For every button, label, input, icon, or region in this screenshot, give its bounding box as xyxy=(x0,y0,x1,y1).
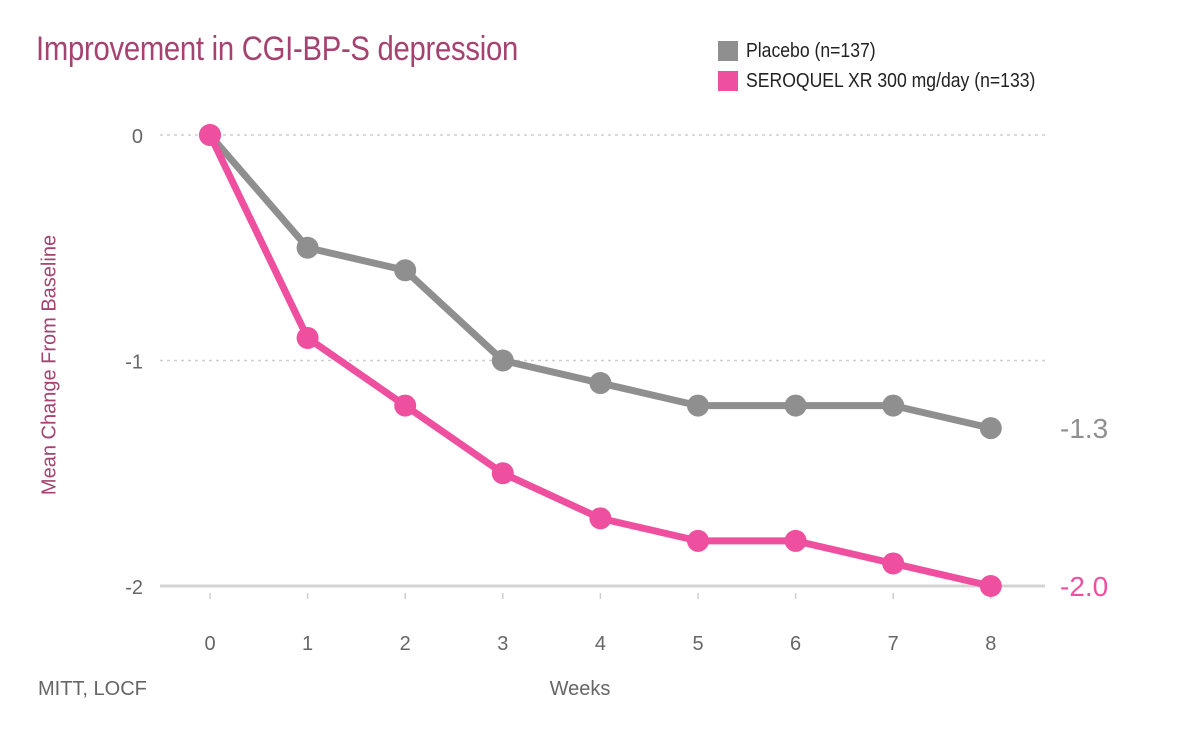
x-tick-label: 6 xyxy=(790,633,801,655)
data-point-series-1 xyxy=(491,462,514,485)
y-tick-label: -1 xyxy=(125,352,143,374)
chart-title: Improvement in CGI-BP-S depression xyxy=(36,30,519,68)
data-point-series-0 xyxy=(491,349,514,372)
x-tick-label: 7 xyxy=(888,633,899,655)
legend-item-seroquel: SEROQUEL XR 300 mg/day (n=133) xyxy=(718,66,1075,96)
x-tick-label: 5 xyxy=(692,633,703,655)
data-point-series-1 xyxy=(882,552,905,575)
end-value-label-0: -1.3 xyxy=(1060,413,1108,444)
data-point-series-1 xyxy=(687,529,709,552)
data-point-series-0 xyxy=(296,236,319,259)
data-point-series-0 xyxy=(979,417,1002,440)
end-value-label-1: -2.0 xyxy=(1060,571,1108,602)
y-tick-label: -2 xyxy=(125,577,143,599)
x-tick-label: 4 xyxy=(595,633,606,655)
x-tick-label: 3 xyxy=(497,633,508,655)
legend-swatch-placebo xyxy=(718,41,738,61)
data-point-series-1 xyxy=(199,124,221,146)
legend-item-placebo: Placebo (n=137) xyxy=(718,36,1075,66)
legend-label-placebo: Placebo (n=137) xyxy=(746,39,876,62)
y-tick-label: 0 xyxy=(132,126,143,148)
data-point-series-0 xyxy=(784,394,807,417)
legend: Placebo (n=137) SEROQUEL XR 300 mg/day (… xyxy=(718,36,1075,96)
data-point-series-1 xyxy=(979,575,1002,597)
x-tick-label: 1 xyxy=(302,633,313,655)
x-tick-label: 2 xyxy=(400,633,411,655)
data-point-series-0 xyxy=(687,394,709,417)
x-tick-label: 8 xyxy=(985,633,996,655)
legend-label-seroquel: SEROQUEL XR 300 mg/day (n=133) xyxy=(746,69,1036,92)
data-point-series-1 xyxy=(784,529,807,552)
data-point-series-0 xyxy=(589,372,612,395)
data-point-series-1 xyxy=(296,326,319,349)
data-point-series-0 xyxy=(394,259,417,282)
legend-swatch-seroquel xyxy=(718,71,738,91)
data-point-series-1 xyxy=(394,394,417,417)
x-tick-label: 0 xyxy=(204,633,215,655)
data-point-series-0 xyxy=(882,394,905,417)
analysis-note: MITT, LOCF xyxy=(38,678,147,700)
x-axis-label: Weeks xyxy=(549,678,611,700)
data-point-series-1 xyxy=(589,507,612,530)
